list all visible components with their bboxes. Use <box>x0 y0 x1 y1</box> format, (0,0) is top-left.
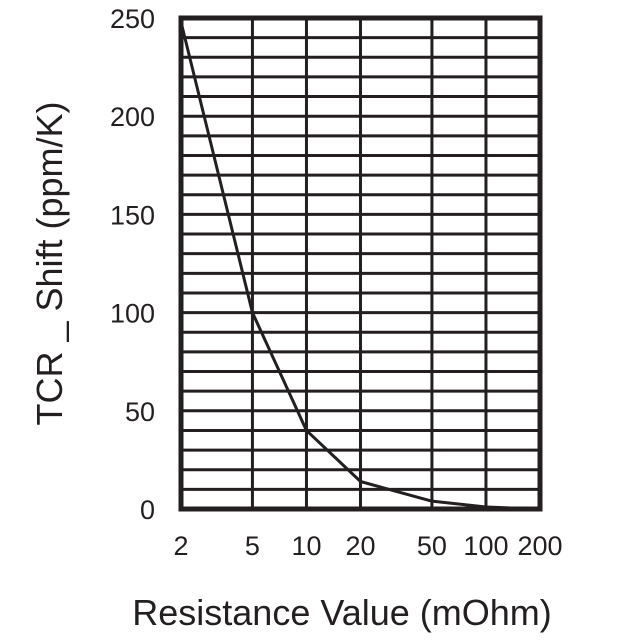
x-tick-label: 200 <box>517 531 562 561</box>
x-tick-label: 2 <box>173 531 188 561</box>
x-tick-labels: 2 5 10 20 50 100 200 <box>173 531 562 561</box>
x-tick-label: 10 <box>291 531 321 561</box>
y-tick-labels: 0 50 100 150 200 250 <box>110 4 155 525</box>
x-tick-label: 50 <box>417 531 447 561</box>
x-axis-label: Resistance Value (mOhm) <box>132 592 551 633</box>
plot-frame <box>178 15 543 512</box>
y-tick-label: 50 <box>125 397 155 427</box>
y-tick-label: 200 <box>110 102 155 132</box>
x-tick-label: 5 <box>245 531 260 561</box>
y-tick-label: 100 <box>110 299 155 329</box>
y-tick-label: 0 <box>140 495 155 525</box>
grid <box>181 18 540 509</box>
y-tick-label: 250 <box>110 4 155 34</box>
x-tick-label: 100 <box>463 531 508 561</box>
x-tick-label: 20 <box>345 531 375 561</box>
y-tick-label: 150 <box>110 200 155 230</box>
y-axis-label: TCR _ Shift (ppm/K) <box>29 101 70 425</box>
